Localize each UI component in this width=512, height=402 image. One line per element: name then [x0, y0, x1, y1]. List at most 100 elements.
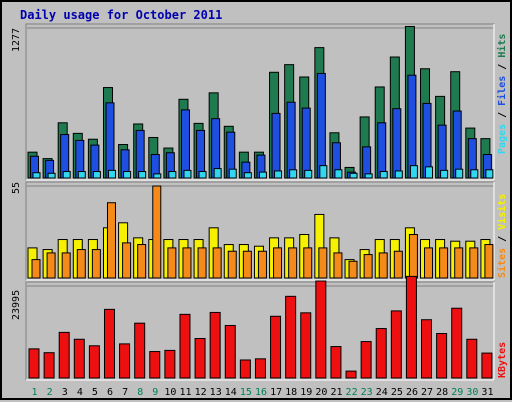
- pages-bar: [243, 172, 252, 179]
- kbytes-bar: [149, 351, 161, 379]
- day-label: 19: [300, 387, 312, 398]
- day-label: 2: [47, 387, 53, 398]
- sites-bar: [363, 254, 373, 279]
- day-label: 11: [179, 387, 191, 398]
- sites-bar: [439, 247, 449, 279]
- files-bar: [196, 129, 206, 179]
- files-bar: [180, 109, 190, 179]
- pages-bar: [425, 166, 434, 179]
- sites-bar: [122, 242, 132, 279]
- pages-bar: [409, 165, 418, 179]
- files-bar: [407, 74, 417, 179]
- files-bar: [362, 146, 372, 179]
- sites-bar: [469, 247, 479, 279]
- day-label: 15: [240, 387, 252, 398]
- sites-bar: [378, 252, 388, 279]
- sites-bar: [167, 247, 177, 279]
- kbytes-bar: [179, 313, 191, 379]
- pages-bar: [92, 171, 101, 179]
- sites-bar: [212, 247, 222, 279]
- day-label: 1: [32, 387, 38, 398]
- day-label: 24: [376, 387, 388, 398]
- legend-hits-files-pages: Pages / Files / Hits: [496, 34, 508, 154]
- sites-bar: [454, 247, 464, 279]
- day-label: 20: [315, 387, 327, 398]
- sites-bar: [61, 252, 71, 279]
- sites-bar: [197, 247, 207, 279]
- kbytes-bar: [300, 312, 312, 379]
- day-label: 22: [346, 387, 358, 398]
- sites-bar: [484, 244, 494, 279]
- sites-bar: [303, 247, 313, 279]
- sites-bar: [273, 247, 283, 279]
- pages-bar: [258, 171, 267, 179]
- files-bar: [301, 107, 311, 179]
- files-bar: [105, 102, 115, 179]
- files-bar: [286, 101, 296, 179]
- pages-bar: [183, 169, 192, 179]
- files-bar: [392, 108, 402, 179]
- pages-bar: [334, 169, 343, 179]
- files-bar: [377, 122, 387, 179]
- day-label: 6: [107, 387, 113, 398]
- sites-bar: [424, 247, 434, 279]
- day-label: 31: [481, 387, 493, 398]
- kbytes-bar: [164, 349, 176, 379]
- ymax-label-kbytes: 23995: [11, 290, 22, 320]
- pages-bar: [138, 171, 147, 179]
- kbytes-bar: [285, 295, 297, 379]
- sites-bar: [288, 247, 298, 279]
- kbytes-bar: [451, 307, 463, 379]
- sites-bar: [257, 250, 267, 279]
- day-label: 10: [164, 387, 176, 398]
- pages-bar: [349, 172, 358, 179]
- pages-bar: [123, 171, 132, 179]
- pages-bar: [485, 169, 494, 179]
- sites-bar: [393, 250, 403, 279]
- kbytes-bar: [254, 358, 266, 379]
- kbytes-bar: [194, 338, 206, 379]
- sites-bar: [408, 234, 418, 279]
- day-label: 21: [330, 387, 342, 398]
- pages-bar: [379, 171, 388, 179]
- day-label: 7: [122, 387, 128, 398]
- kbytes-bar: [103, 308, 115, 379]
- day-label: 5: [92, 387, 98, 398]
- day-label: 13: [210, 387, 222, 398]
- sites-bar: [333, 252, 343, 279]
- pages-bar: [455, 168, 464, 179]
- kbytes-bar: [224, 324, 236, 379]
- kbytes-bar: [375, 328, 387, 379]
- pages-bar: [213, 168, 222, 179]
- pages-bar: [289, 169, 298, 179]
- pages-bar: [32, 172, 41, 179]
- kbytes-bar: [481, 352, 493, 379]
- files-bar: [316, 72, 326, 179]
- pages-bar: [274, 170, 283, 179]
- pages-bar: [47, 172, 56, 179]
- kbytes-bar: [28, 348, 40, 379]
- kbytes-bar: [330, 346, 342, 379]
- kbytes-bar: [209, 311, 221, 379]
- kbytes-bar: [73, 338, 85, 379]
- ymax-label-visits: 55: [11, 182, 22, 194]
- day-label: 9: [152, 387, 158, 398]
- sites-bar: [242, 250, 252, 279]
- sites-bar: [227, 250, 237, 279]
- pages-bar: [228, 168, 237, 179]
- day-label: 8: [137, 387, 143, 398]
- kbytes-bar: [134, 322, 146, 379]
- day-label: 4: [77, 387, 83, 398]
- pages-bar: [62, 171, 71, 179]
- sites-bar: [46, 252, 56, 279]
- pages-bar: [319, 165, 328, 179]
- kbytes-bar: [421, 319, 433, 379]
- ymax-label-hits: 1277: [11, 28, 22, 52]
- day-label: 30: [466, 387, 478, 398]
- sites-bar: [318, 247, 328, 279]
- kbytes-bar: [270, 315, 282, 379]
- sites-bar: [106, 202, 116, 279]
- sites-bar: [152, 185, 162, 279]
